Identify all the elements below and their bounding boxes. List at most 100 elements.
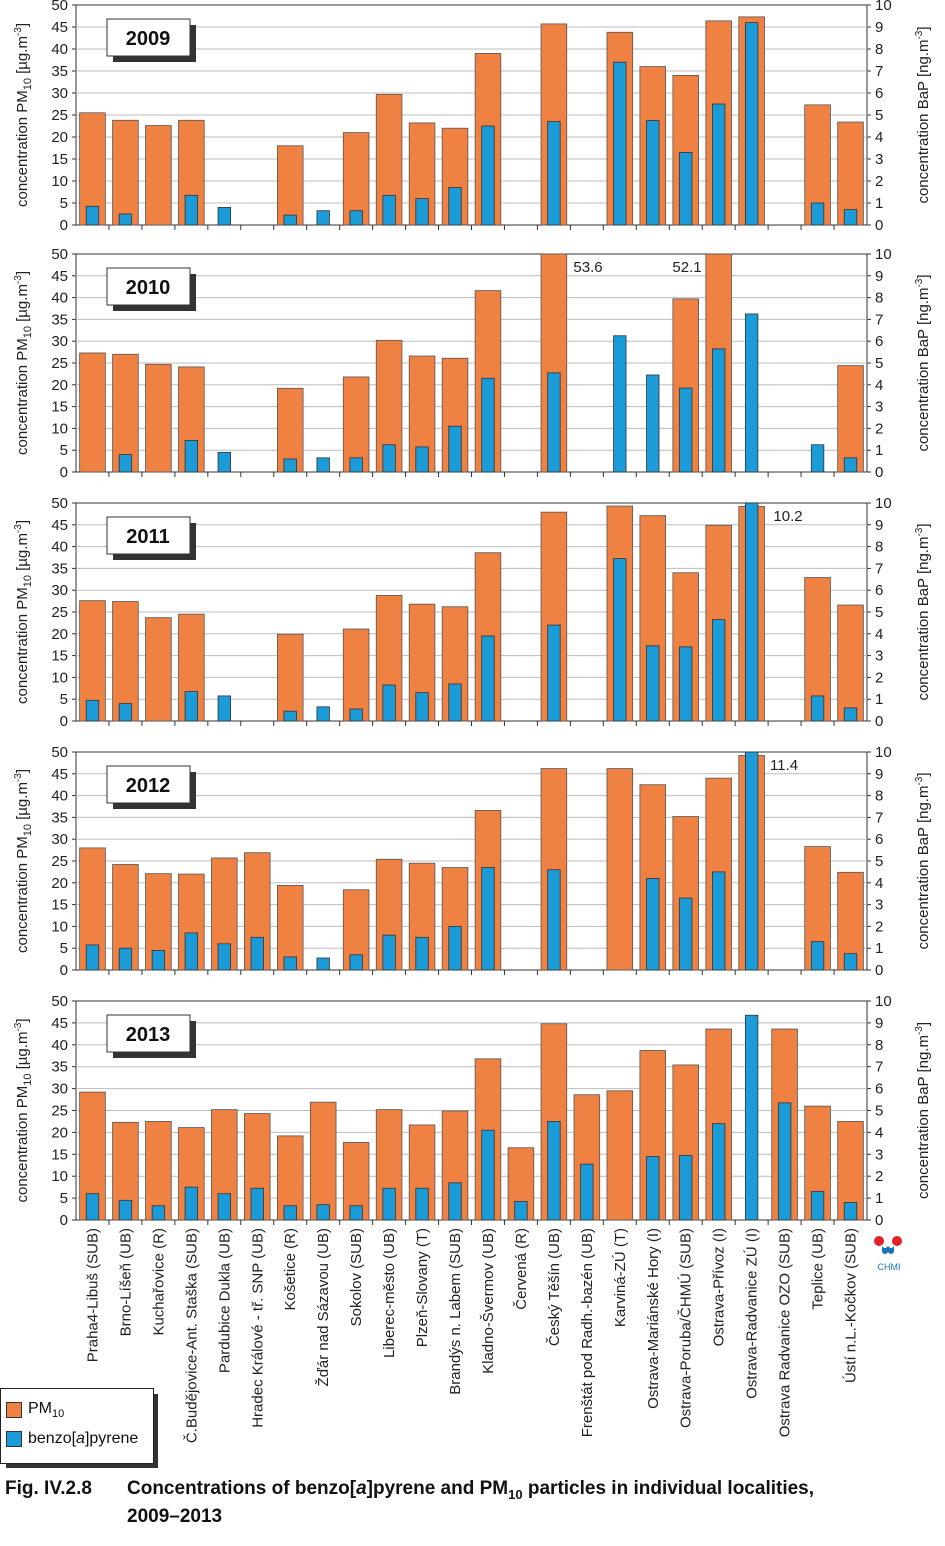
y-left-tick-label: 50 [51, 495, 68, 512]
y-left-tick-label: 0 [60, 217, 68, 234]
bap-bar [843, 707, 858, 722]
bap-bar [514, 1200, 528, 1221]
bap-bar [613, 558, 627, 722]
bap-bar [316, 957, 330, 971]
caption-number: Fig. IV.2.8 [5, 1478, 92, 1499]
bap-bar [810, 695, 825, 722]
pm10-bar [79, 352, 106, 473]
y-left-tick-label: 15 [51, 151, 68, 168]
y-right-tick-label: 6 [875, 1081, 883, 1098]
category-label: Košetice (R) [282, 1228, 299, 1311]
pm10-bar [342, 132, 370, 226]
category-label: Kladno-Švermov (UB) [480, 1228, 497, 1374]
bap-bar [118, 454, 133, 473]
y-left-axis-title: concentration PM10 [µg.m-3] [13, 769, 34, 953]
year-label: 2012 [126, 775, 171, 797]
y-right-tick-label: 9 [875, 268, 883, 285]
category-label: Žďár nad Sázavou (UB) [315, 1228, 332, 1386]
legend-entry-pm10: PM10 [6, 1400, 64, 1420]
y-left-tick-label: 45 [51, 1015, 68, 1032]
y-left-tick-label: 20 [51, 377, 68, 394]
bap-bar [415, 936, 429, 971]
bap-bar [843, 209, 858, 226]
y-left-tick-label: 30 [51, 333, 68, 350]
category-label: Sokolov (SUB) [348, 1228, 365, 1326]
bap-bar [184, 194, 199, 226]
bap-bar [843, 457, 858, 473]
value-annotation: 11.4 [770, 757, 798, 774]
bap-bar [646, 120, 660, 226]
bap-bar [382, 194, 396, 226]
pm10-bar [145, 1121, 172, 1221]
y-right-tick-label: 2 [875, 918, 883, 935]
bap-bar [415, 1187, 429, 1221]
category-label: Teplice (UB) [810, 1228, 827, 1310]
bap-bar [448, 187, 462, 226]
legend: PM10 benzo[a]pyrene [0, 1388, 158, 1468]
y-right-axis-title: concentration BaP [ng.m-3] [914, 1022, 932, 1199]
y-left-tick-label: 5 [60, 691, 68, 708]
caption-line2: 2009–2013 [127, 1505, 223, 1527]
category-label: Červená (R) [513, 1228, 530, 1310]
y-left-tick-label: 50 [51, 0, 68, 14]
value-annotation: 10.2 [773, 508, 802, 525]
bap-bar [217, 695, 231, 722]
bap-bar [85, 1193, 100, 1221]
bap-bar [679, 1154, 693, 1221]
y-left-tick-label: 25 [51, 355, 68, 372]
y-left-tick-label: 40 [51, 41, 68, 58]
y-left-tick-label: 25 [51, 1103, 68, 1120]
y-right-tick-label: 0 [875, 962, 883, 979]
y-right-tick-label: 4 [875, 129, 883, 146]
y-right-tick-label: 6 [875, 582, 883, 599]
bap-bar [349, 1205, 363, 1221]
y-right-tick-label: 9 [875, 1015, 883, 1032]
y-left-tick-label: 25 [51, 853, 68, 870]
legend-label-bap: benzo[a]pyrene [28, 1430, 139, 1447]
y-right-tick-label: 5 [875, 853, 883, 870]
bap-bar [744, 502, 759, 722]
bap-bar [118, 947, 133, 971]
y-left-tick-label: 40 [51, 290, 68, 307]
y-right-tick-label: 7 [875, 311, 883, 328]
y-right-tick-label: 10 [875, 0, 892, 14]
pm10-bar [540, 253, 568, 473]
y-right-tick-label: 2 [875, 173, 883, 190]
y-right-tick-label: 8 [875, 41, 883, 58]
y-right-tick-label: 7 [875, 63, 883, 80]
y-left-tick-label: 30 [51, 1081, 68, 1098]
pm10-bar [145, 125, 172, 226]
year-label: 2010 [126, 277, 171, 299]
y-left-tick-label: 45 [51, 517, 68, 534]
caption-text: Concentrations of benzo[a]pyrene and PM1… [127, 1478, 815, 1502]
chmi-logo: CHMI [872, 1234, 908, 1274]
y-right-tick-label: 0 [875, 464, 883, 481]
y-right-tick-label: 1 [875, 195, 883, 212]
bap-bar [613, 61, 627, 226]
y-right-tick-label: 4 [875, 875, 883, 892]
pm10-bar [112, 601, 139, 722]
bap-bar [547, 869, 561, 971]
y-right-tick-label: 4 [875, 626, 883, 643]
bap-bar [810, 202, 825, 226]
bap-bar [448, 926, 462, 971]
y-right-tick-label: 8 [875, 539, 883, 556]
bap-bar [316, 706, 330, 722]
y-right-tick-label: 0 [875, 1212, 883, 1229]
bap-bar [810, 444, 825, 473]
y-right-tick-label: 8 [875, 1037, 883, 1054]
category-label: Ústí n.L.-Kočkov (SUB) [843, 1228, 860, 1383]
y-left-tick-label: 25 [51, 107, 68, 124]
bap-bar [217, 943, 231, 971]
bap-bar [250, 936, 264, 971]
y-left-tick-label: 35 [51, 63, 68, 80]
bap-bar [217, 206, 231, 226]
bap-bar [712, 348, 726, 473]
bap-bar [382, 444, 396, 473]
legend-frame [0, 1388, 154, 1464]
y-left-axis-title: concentration PM10 [µg.m-3] [13, 520, 34, 704]
year-label: 2013 [126, 1024, 171, 1046]
y-right-tick-label: 5 [875, 107, 883, 124]
bap-bar [217, 451, 231, 473]
